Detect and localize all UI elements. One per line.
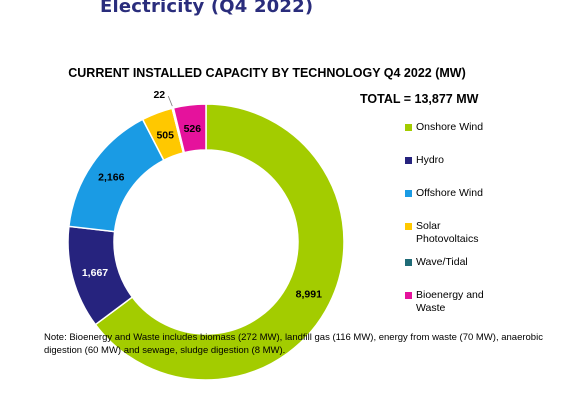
slice-bioenergy-and-waste — [172, 103, 207, 154]
legend-swatch — [405, 223, 412, 230]
data-label-onshore-wind: 8,991 — [296, 289, 322, 301]
leader-line — [167, 95, 173, 107]
data-label-hydro: 1,667 — [82, 267, 108, 279]
legend-label: Onshore Wind — [416, 121, 484, 133]
chart-title: CURRENT INSTALLED CAPACITY BY TECHNOLOGY… — [68, 66, 466, 80]
legend-swatch — [405, 157, 412, 164]
legend-label: Bioenergy and Waste — [416, 289, 484, 314]
legend-item-solar-photovoltaics: Solar Photovoltaics — [405, 220, 565, 256]
footnote: Note: Bioenergy and Waste includes bioma… — [44, 332, 543, 356]
legend-item-bioenergy-and-waste: Bioenergy and Waste — [405, 289, 565, 322]
legend-label: Offshore Wind — [416, 187, 483, 199]
data-label-offshore-wind: 2,166 — [98, 172, 124, 184]
legend-swatch — [405, 259, 412, 266]
legend-swatch — [405, 292, 412, 299]
total-label: TOTAL = 13,877 MW — [360, 92, 479, 106]
legend-swatch — [405, 124, 412, 131]
legend-label: Wave/Tidal — [416, 256, 468, 268]
slice-onshore-wind — [94, 103, 345, 381]
data-label-bioenergy-and-waste: 526 — [184, 123, 202, 135]
legend-item-hydro: Hydro — [405, 154, 565, 187]
page-heading: Electricity (Q4 2022) — [100, 0, 314, 17]
legend-item-wave-tidal: Wave/Tidal — [405, 256, 565, 289]
legend-item-offshore-wind: Offshore Wind — [405, 187, 565, 220]
data-label-wave-tidal: 22 — [153, 89, 165, 101]
legend: Onshore Wind Hydro Offshore Wind Solar P… — [405, 121, 565, 322]
legend-label: Hydro — [416, 154, 445, 166]
data-label-solar-photovoltaics: 505 — [156, 129, 174, 141]
legend-item-onshore-wind: Onshore Wind — [405, 121, 565, 154]
legend-swatch — [405, 190, 412, 197]
legend-label: Solar Photovoltaics — [416, 220, 479, 245]
